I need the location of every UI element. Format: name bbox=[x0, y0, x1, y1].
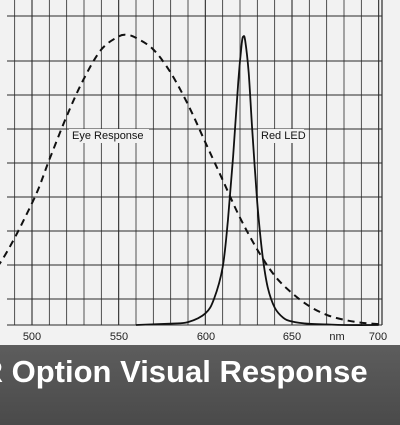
series-line-eye-response bbox=[0, 33, 379, 326]
x-tick-label: nm bbox=[329, 331, 344, 343]
chart-curves bbox=[0, 33, 379, 326]
x-tick-label: 550 bbox=[110, 331, 128, 343]
x-tick-label: 650 bbox=[283, 331, 301, 343]
series-label-backing bbox=[258, 129, 304, 143]
x-axis-ticks: 500 550 600 650 nm 700 bbox=[23, 331, 387, 343]
series-label-backing bbox=[69, 129, 149, 143]
title-banner bbox=[0, 345, 400, 425]
series-label-red-led: Red LED bbox=[261, 130, 306, 142]
x-tick-label: 600 bbox=[197, 331, 215, 343]
series-label-eye-response: Eye Response bbox=[72, 130, 144, 142]
x-tick-label: 700 bbox=[369, 331, 387, 343]
banner-title: IR Option Visual Response bbox=[0, 354, 368, 389]
x-tick-label: 500 bbox=[23, 331, 41, 343]
series-line-red-led bbox=[135, 35, 379, 326]
chart-grid bbox=[7, 0, 383, 326]
spectral-response-chart: Eye Response Red LED 500 550 600 650 nm 700 bbox=[0, 0, 387, 343]
chart-labels: Eye Response Red LED bbox=[69, 129, 306, 143]
